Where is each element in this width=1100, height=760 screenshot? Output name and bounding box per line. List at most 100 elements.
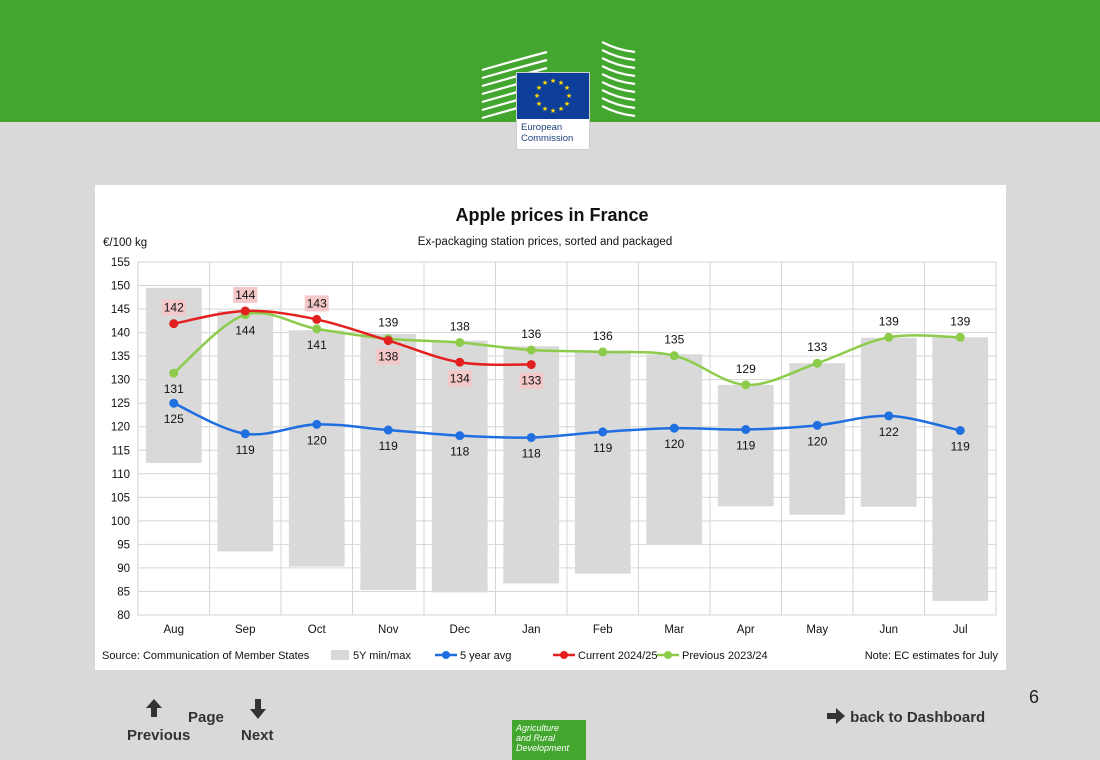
legend-previous-marker [664, 651, 672, 659]
legend-avg5y-marker [442, 651, 450, 659]
series-avg5y-point [526, 433, 536, 443]
series-current-line [173, 309, 532, 367]
x-tick-label: Jan [522, 624, 541, 636]
chart-title: Apple prices in France [455, 205, 648, 225]
series-current-data-label: 134 [450, 371, 470, 385]
series-avg5y-point [312, 419, 322, 429]
previous-button[interactable]: Previous [126, 698, 191, 746]
logo-text-line2: Commission [521, 133, 574, 144]
current-label-bg [447, 370, 472, 387]
eu-flag-icon: ★ ★ ★ ★ ★ ★ ★ ★ ★ ★ ★ ★ [517, 73, 589, 119]
series-previous-data-label: 135 [664, 333, 684, 347]
series-previous-point [169, 368, 179, 378]
current-label-bg [161, 299, 186, 316]
series-avg5y-point [169, 398, 179, 408]
arrow-up-icon [146, 699, 162, 717]
x-tick-label: Oct [308, 624, 327, 636]
series-previous-data-label: 131 [164, 382, 184, 396]
y-tick-label: 80 [117, 610, 130, 622]
series-current-data-label: 143 [307, 296, 327, 310]
series-avg5y-data-label: 125 [164, 412, 184, 426]
svg-text:★: ★ [550, 77, 556, 85]
svg-text:★: ★ [566, 92, 572, 100]
arrow-down-icon [250, 699, 266, 719]
svg-text:★: ★ [542, 105, 548, 113]
series-previous-data-label: 139 [378, 316, 398, 330]
estimate-note: Note: EC estimates for July [865, 650, 999, 662]
y-tick-label: 150 [111, 281, 130, 293]
x-tick-label: Sep [235, 624, 255, 636]
series-current-point [526, 360, 536, 370]
series-previous-data-label: 144 [235, 324, 255, 338]
series-previous-data-label: 133 [807, 340, 827, 354]
svg-text:★: ★ [564, 84, 570, 92]
y-tick-label: 125 [111, 398, 130, 410]
series-avg5y-point [669, 423, 679, 433]
source-note: Source: Communication of Member States [102, 650, 310, 662]
series-current-data-label: 138 [378, 350, 398, 364]
page-label: Page [188, 709, 224, 726]
current-label-bg [304, 295, 329, 312]
back-to-dashboard-button[interactable]: back to Dashboard [826, 707, 985, 726]
series-previous-point [455, 337, 465, 347]
logo-text-line1: European [521, 122, 563, 133]
svg-text:★: ★ [542, 79, 548, 87]
range-bar [574, 350, 631, 574]
svg-text:★: ★ [564, 100, 570, 108]
next-button[interactable]: Next [240, 698, 280, 746]
series-previous-data-label: 141 [307, 338, 327, 352]
agri-line1: Agriculture [516, 723, 560, 733]
series-previous-data-label: 136 [521, 327, 541, 341]
series-previous-point [598, 347, 608, 357]
current-label-bg [519, 372, 544, 389]
previous-label: Previous [127, 727, 191, 744]
series-avg5y-point [955, 425, 965, 435]
legend-previous-label: Previous 2023/24 [682, 650, 768, 662]
apple-price-chart: Apple prices in France Ex-packaging stat… [102, 205, 999, 662]
y-tick-label: 135 [111, 351, 130, 363]
series-avg5y-data-label: 119 [593, 441, 612, 455]
arrow-right-icon [827, 708, 845, 724]
series-avg5y-data-label: 119 [951, 439, 970, 453]
page-number: 6 [1029, 687, 1040, 707]
series-avg5y-data-label: 120 [664, 437, 684, 451]
x-tick-label: May [806, 624, 828, 636]
legend-current-label: Current 2024/25 [578, 650, 658, 662]
x-tick-label: Feb [593, 624, 613, 636]
series-previous-data-label: 138 [450, 319, 470, 333]
x-tick-label: Aug [164, 624, 184, 636]
y-tick-label: 110 [112, 469, 130, 481]
series-current-point [383, 336, 393, 346]
series-previous-point [526, 345, 536, 355]
series-current-data-label: 142 [164, 301, 184, 315]
series-current-point [169, 319, 179, 329]
series-previous-data-label: 136 [593, 329, 613, 343]
y-tick-label: 130 [111, 375, 130, 387]
series-current-data-label: 133 [521, 374, 541, 388]
y-tick-label: 140 [111, 328, 130, 340]
series-current-point [312, 314, 322, 324]
series-current-data-label: 144 [235, 288, 255, 302]
range-bar [646, 354, 703, 545]
series-avg5y-point [884, 411, 894, 421]
x-tick-label: Mar [664, 624, 684, 636]
series-previous-point [669, 351, 679, 361]
range-bar [789, 363, 846, 515]
y-axis-label: €/100 kg [103, 237, 147, 249]
series-previous-data-label: 139 [950, 314, 970, 328]
series-avg5y-data-label: 120 [807, 434, 827, 448]
y-tick-label: 105 [111, 492, 130, 504]
series-previous-point [955, 332, 965, 342]
ec-logo-card: ★ ★ ★ ★ ★ ★ ★ ★ ★ ★ ★ ★ European Commission [516, 72, 590, 150]
series-current-point [240, 306, 250, 316]
svg-text:★: ★ [558, 105, 564, 113]
series-avg5y-data-label: 118 [450, 445, 469, 459]
series-avg5y-data-label: 120 [307, 433, 327, 447]
series-previous-data-label: 129 [736, 362, 756, 376]
y-tick-label: 120 [111, 422, 130, 434]
series-previous-point [312, 324, 322, 334]
x-tick-label: Nov [378, 624, 399, 636]
svg-text:★: ★ [536, 84, 542, 92]
legend-range-swatch [331, 650, 349, 660]
x-tick-label: Apr [737, 624, 755, 636]
